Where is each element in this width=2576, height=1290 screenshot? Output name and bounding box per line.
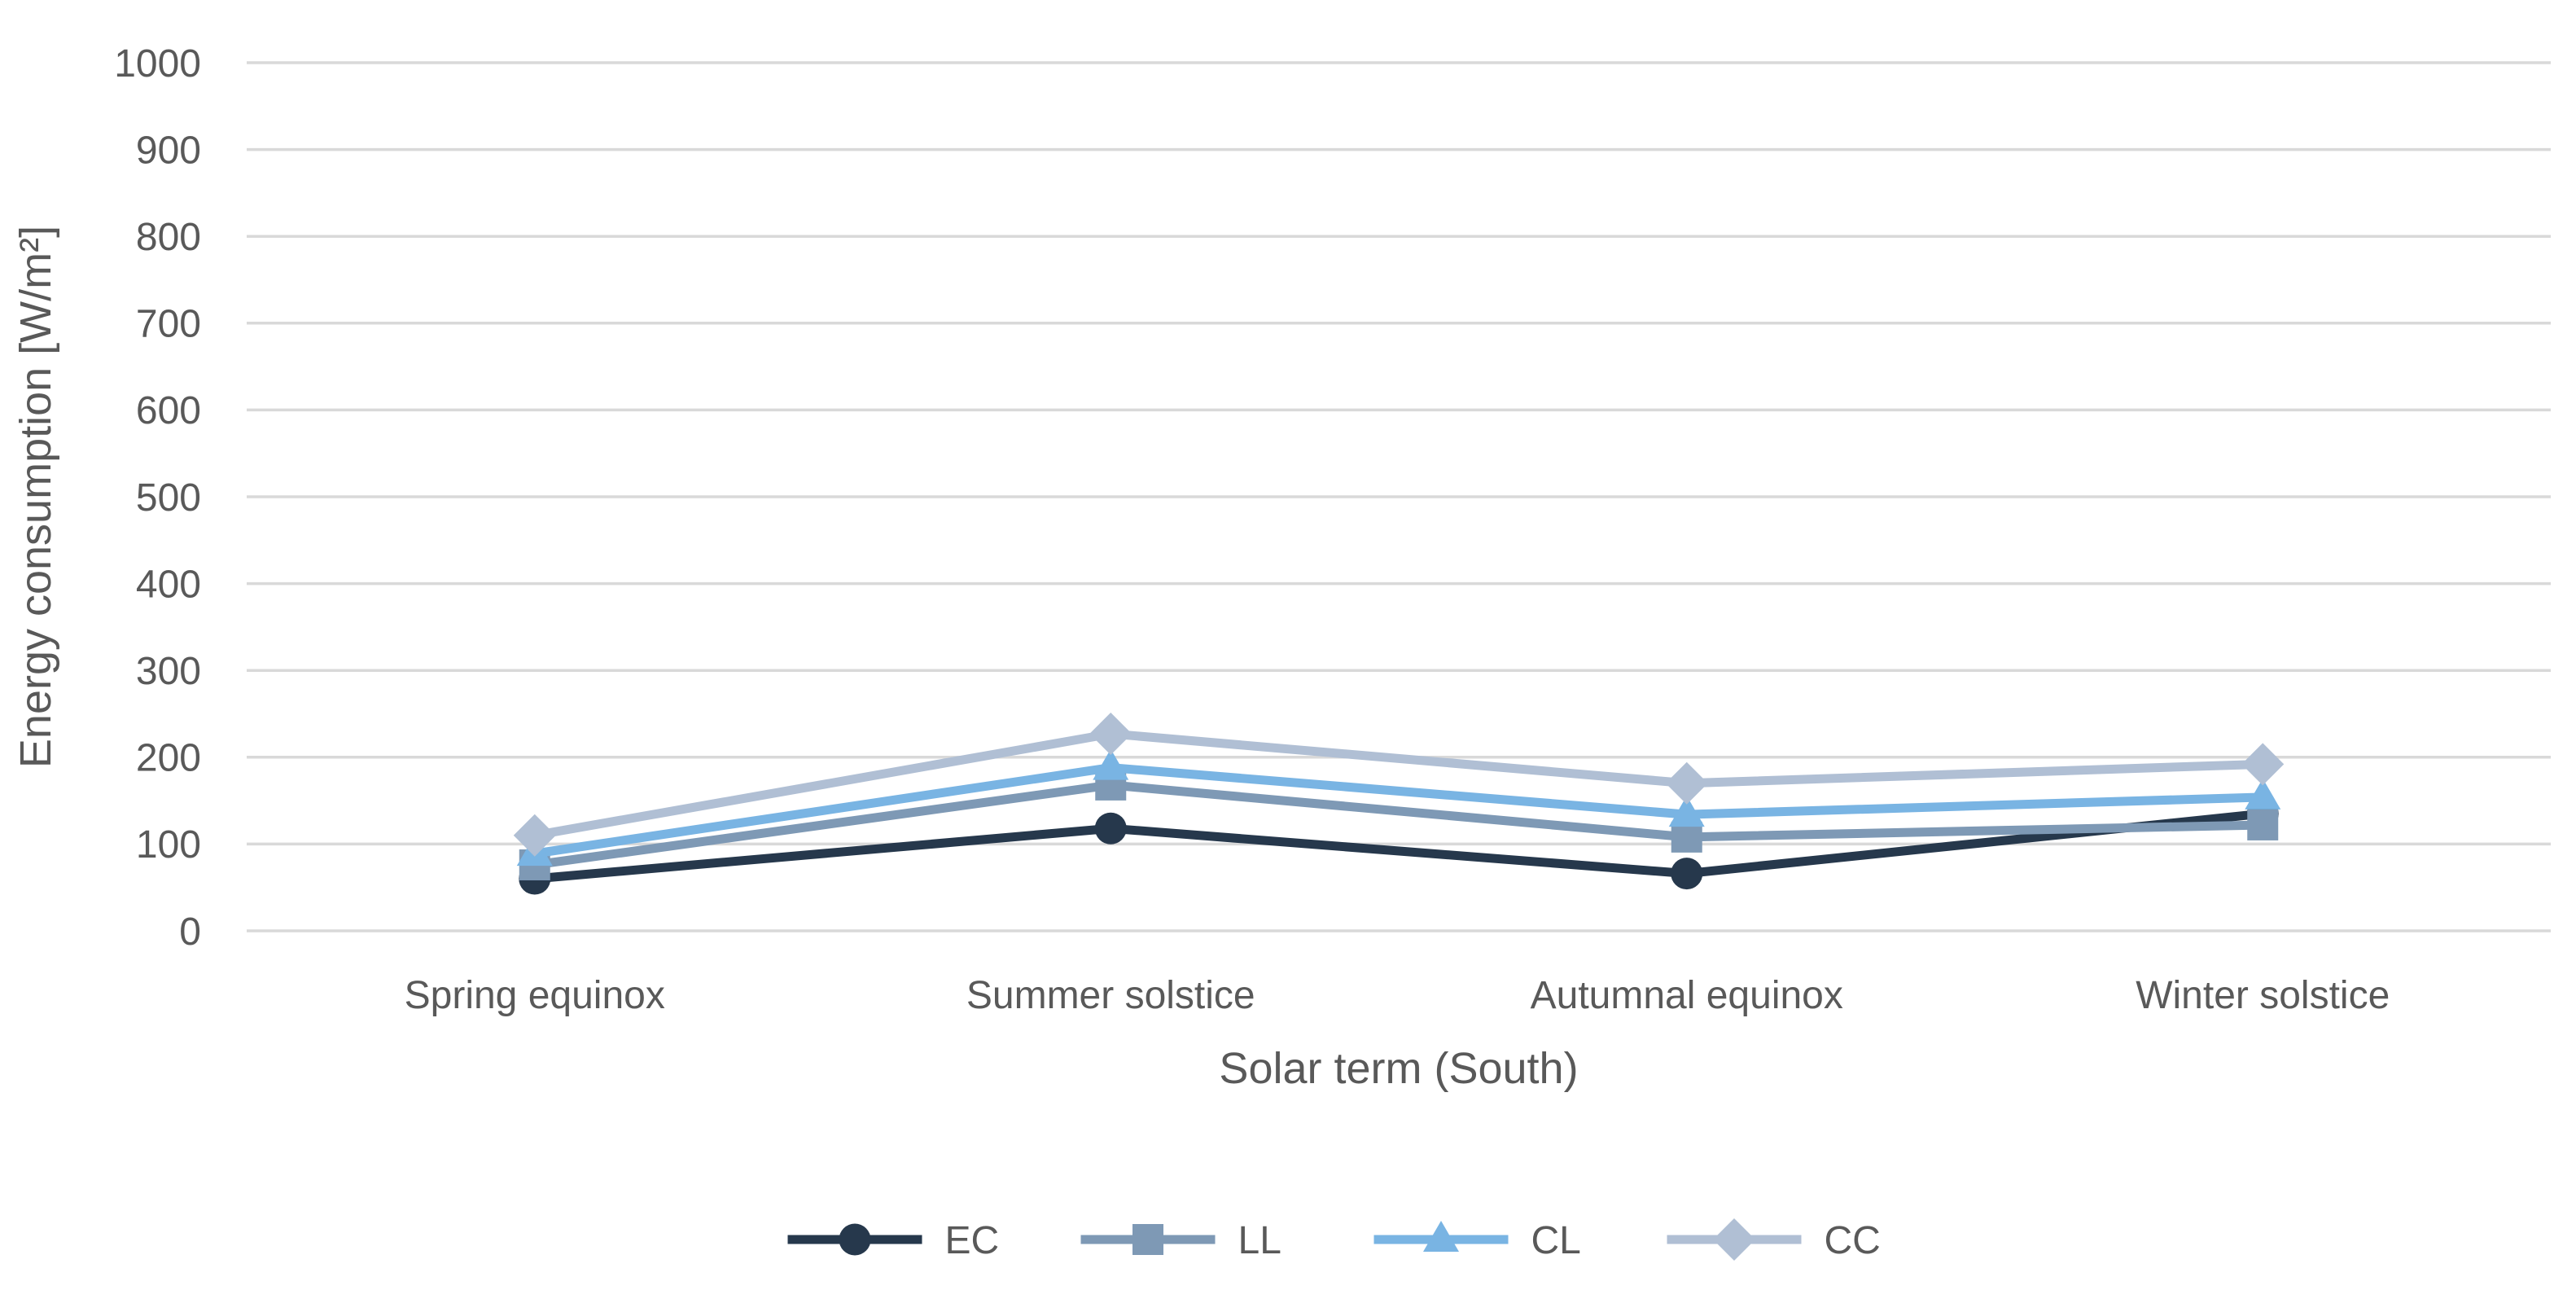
x-axis-title: Solar term (South) bbox=[1219, 1044, 1578, 1093]
data-point-diamond bbox=[2241, 743, 2285, 786]
series-cl bbox=[516, 748, 2281, 867]
y-tick-label: 500 bbox=[136, 476, 201, 520]
series-cc bbox=[513, 713, 2285, 857]
legend: EC LL CL CC bbox=[787, 1218, 1881, 1262]
legend-label: EC bbox=[945, 1219, 1000, 1262]
legend-item-cc: CC bbox=[1667, 1218, 1881, 1262]
data-point-circle bbox=[1094, 812, 1127, 845]
y-axis-tick-labels: 0 100 200 300 400 500 600 700 800 900 1000 bbox=[114, 42, 201, 954]
x-axis-category-labels: Spring equinox Summer solstice Autumnal eq… bbox=[405, 974, 2390, 1017]
data-point-diamond bbox=[1089, 713, 1132, 756]
data-point-diamond bbox=[513, 814, 556, 857]
series-line bbox=[530, 763, 2267, 858]
y-tick-label: 700 bbox=[136, 303, 201, 346]
legend-item-ll: LL bbox=[1080, 1219, 1281, 1262]
x-category-label: Summer solstice bbox=[966, 974, 1255, 1017]
legend-label: CC bbox=[1825, 1219, 1881, 1262]
data-point-diamond bbox=[1665, 761, 1708, 805]
gridlines bbox=[247, 61, 2551, 932]
data-point-diamond bbox=[1713, 1218, 1755, 1261]
y-tick-label: 300 bbox=[136, 650, 201, 693]
y-tick-label: 200 bbox=[136, 737, 201, 780]
legend-label: CL bbox=[1531, 1219, 1581, 1262]
legend-label: LL bbox=[1238, 1219, 1281, 1262]
x-category-label: Winter solstice bbox=[2136, 974, 2390, 1017]
legend-item-cl: CL bbox=[1373, 1219, 1581, 1262]
x-category-label: Autumnal equinox bbox=[1531, 974, 1843, 1017]
data-point-triangle bbox=[1668, 796, 1705, 827]
data-point-square bbox=[1132, 1224, 1163, 1255]
legend-item-ec: EC bbox=[787, 1219, 1000, 1262]
y-tick-label: 600 bbox=[136, 389, 201, 432]
y-tick-label: 0 bbox=[179, 910, 201, 954]
x-category-label: Spring equinox bbox=[405, 974, 665, 1017]
series-line bbox=[530, 729, 2267, 840]
y-tick-label: 400 bbox=[136, 563, 201, 606]
y-axis-title: Energy consumption [W/m²] bbox=[11, 226, 60, 768]
data-point-square bbox=[2247, 809, 2279, 840]
series-line bbox=[530, 809, 2267, 884]
y-tick-label: 900 bbox=[136, 129, 201, 172]
data-point-triangle bbox=[1093, 748, 1129, 780]
series-lines bbox=[513, 713, 2285, 895]
y-tick-label: 1000 bbox=[114, 42, 201, 86]
series-ll bbox=[519, 769, 2279, 880]
data-point-square bbox=[1671, 821, 1702, 853]
data-point-circle bbox=[839, 1223, 871, 1256]
y-tick-label: 100 bbox=[136, 823, 201, 867]
y-tick-label: 800 bbox=[136, 216, 201, 259]
data-point-triangle bbox=[1423, 1221, 1459, 1252]
data-point-circle bbox=[1671, 858, 1703, 890]
series-line bbox=[530, 780, 2267, 870]
data-point-triangle bbox=[2245, 778, 2281, 810]
